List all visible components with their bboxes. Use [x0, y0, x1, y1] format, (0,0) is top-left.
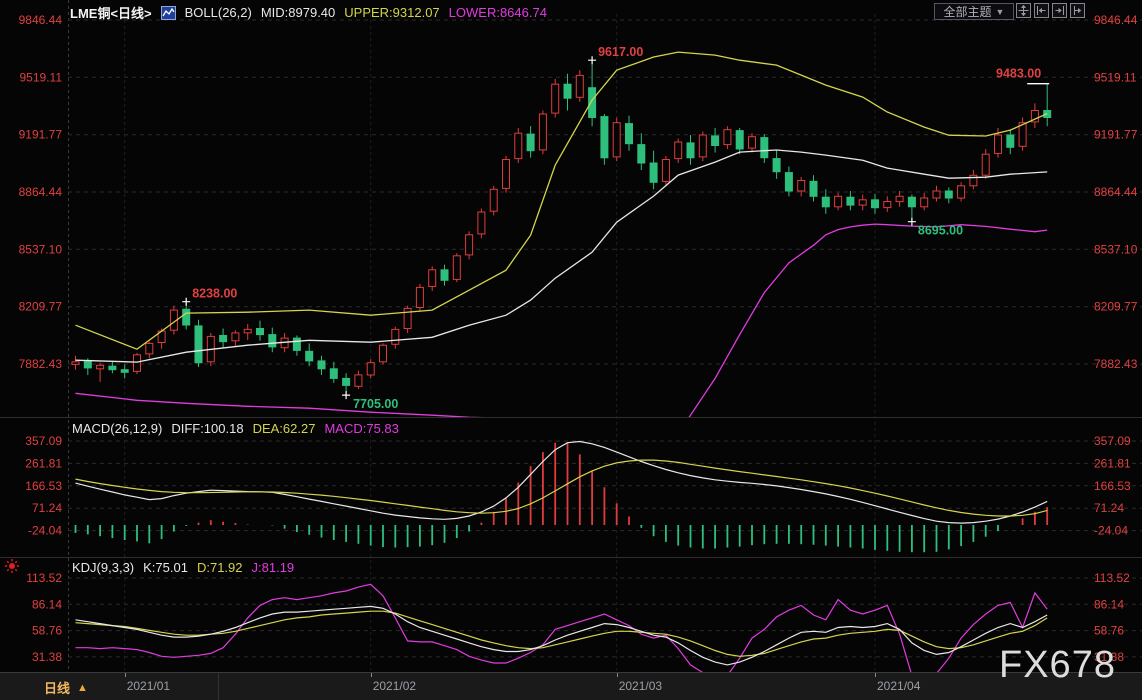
svg-text:-24.04: -24.04	[1094, 524, 1128, 538]
boll-lower-value: LOWER:8646.74	[448, 5, 547, 20]
svg-text:8695.00: 8695.00	[918, 224, 963, 238]
svg-text:7882.43: 7882.43	[19, 357, 63, 371]
svg-text:113.52: 113.52	[1094, 571, 1130, 585]
svg-text:8864.44: 8864.44	[1094, 185, 1138, 199]
kdj-d-value: D:71.92	[196, 560, 243, 575]
svg-text:58.76: 58.76	[32, 624, 62, 638]
macd-macd-value: MACD:75.83	[324, 421, 399, 436]
period-selector[interactable]: 日线 ▲	[44, 678, 88, 697]
candlestick-chart-icon	[160, 5, 176, 20]
macd-dea-value: DEA:62.27	[252, 421, 316, 436]
kdj-j-value: J:81.19	[251, 560, 295, 575]
kdj-k-value: K:75.01	[143, 560, 188, 575]
themes-dropdown-label: 全部主题	[943, 5, 992, 19]
svg-text:8238.00: 8238.00	[192, 287, 237, 301]
chart-toolbar	[1016, 3, 1085, 18]
svg-text:-24.04: -24.04	[28, 524, 62, 538]
svg-text:8209.77: 8209.77	[1094, 300, 1138, 314]
month-tick	[124, 673, 126, 677]
svg-text:166.53: 166.53	[1094, 479, 1131, 493]
macd-indicator-label: MACD(26,12,9)	[72, 421, 163, 436]
bottom-bar: 日线 ▲ 2021/01 2021/02 2021/03 2021/04	[0, 672, 1142, 700]
svg-text:357.09: 357.09	[25, 434, 62, 448]
svg-text:9846.44: 9846.44	[1094, 13, 1138, 27]
month-tick	[875, 673, 876, 677]
macd-diff-value: DIFF:100.18	[171, 421, 244, 436]
boll-mid-value: MID:8979.40	[260, 5, 336, 20]
symbol-title: LME铜<日线>	[70, 6, 152, 21]
svg-text:9846.44: 9846.44	[19, 13, 63, 27]
svg-text:86.14: 86.14	[1094, 597, 1124, 611]
pan-crosshair-button[interactable]	[1016, 3, 1031, 18]
month-label: 2021/02	[372, 679, 417, 693]
svg-text:86.14: 86.14	[32, 597, 62, 611]
svg-text:113.52: 113.52	[26, 571, 62, 585]
svg-text:9519.11: 9519.11	[20, 70, 63, 84]
svg-text:9617.00: 9617.00	[598, 45, 643, 59]
svg-text:8537.10: 8537.10	[1094, 242, 1138, 256]
main-chart-header: LME铜<日线> BOLL(26,2) MID:8979.40 UPPER:93…	[70, 3, 547, 22]
triangle-up-icon: ▲	[77, 681, 88, 694]
svg-text:71.24: 71.24	[32, 501, 62, 515]
period-label: 日线	[44, 681, 71, 696]
svg-text:7705.00: 7705.00	[353, 397, 398, 411]
kdj-indicator-label: KDJ(9,3,3)	[72, 560, 135, 575]
shift-right-button[interactable]	[1070, 3, 1085, 18]
zoom-in-time-button[interactable]	[1052, 3, 1067, 18]
svg-text:8864.44: 8864.44	[19, 185, 63, 199]
month-label: 2021/01	[126, 679, 171, 693]
svg-text:357.09: 357.09	[1094, 434, 1131, 448]
themes-dropdown[interactable]: 全部主题 ▼	[934, 3, 1014, 20]
svg-text:8209.77: 8209.77	[19, 300, 63, 314]
svg-text:9519.11: 9519.11	[1094, 70, 1137, 84]
boll-indicator-label: BOLL(26,2)	[184, 5, 252, 20]
svg-text:261.81: 261.81	[25, 456, 62, 470]
bottom-bar-divider	[218, 673, 219, 700]
month-label: 2021/03	[618, 679, 663, 693]
zoom-out-time-button[interactable]	[1034, 3, 1049, 18]
live-indicator-icon	[4, 558, 20, 574]
svg-text:261.81: 261.81	[1094, 456, 1131, 470]
kdj-header: KDJ(9,3,3) K:75.01 D:71.92 J:81.19	[72, 560, 294, 575]
month-label: 2021/04	[877, 679, 921, 693]
svg-text:31.38: 31.38	[1094, 650, 1124, 664]
month-tick	[616, 673, 618, 677]
svg-text:9191.77: 9191.77	[19, 128, 63, 142]
svg-text:9191.77: 9191.77	[1094, 128, 1138, 142]
svg-text:58.76: 58.76	[1094, 624, 1124, 638]
svg-text:8537.10: 8537.10	[19, 242, 63, 256]
chevron-down-icon: ▼	[995, 6, 1005, 17]
svg-text:9483.00: 9483.00	[996, 67, 1041, 81]
macd-header: MACD(26,12,9) DIFF:100.18 DEA:62.27 MACD…	[72, 421, 399, 436]
svg-text:31.38: 31.38	[32, 650, 62, 664]
watermark: FX678	[999, 644, 1116, 686]
boll-upper-value: UPPER:9312.07	[344, 5, 440, 20]
svg-text:166.53: 166.53	[25, 479, 62, 493]
svg-text:71.24: 71.24	[1094, 501, 1124, 515]
svg-text:7882.43: 7882.43	[1094, 357, 1138, 371]
month-tick	[370, 673, 372, 677]
